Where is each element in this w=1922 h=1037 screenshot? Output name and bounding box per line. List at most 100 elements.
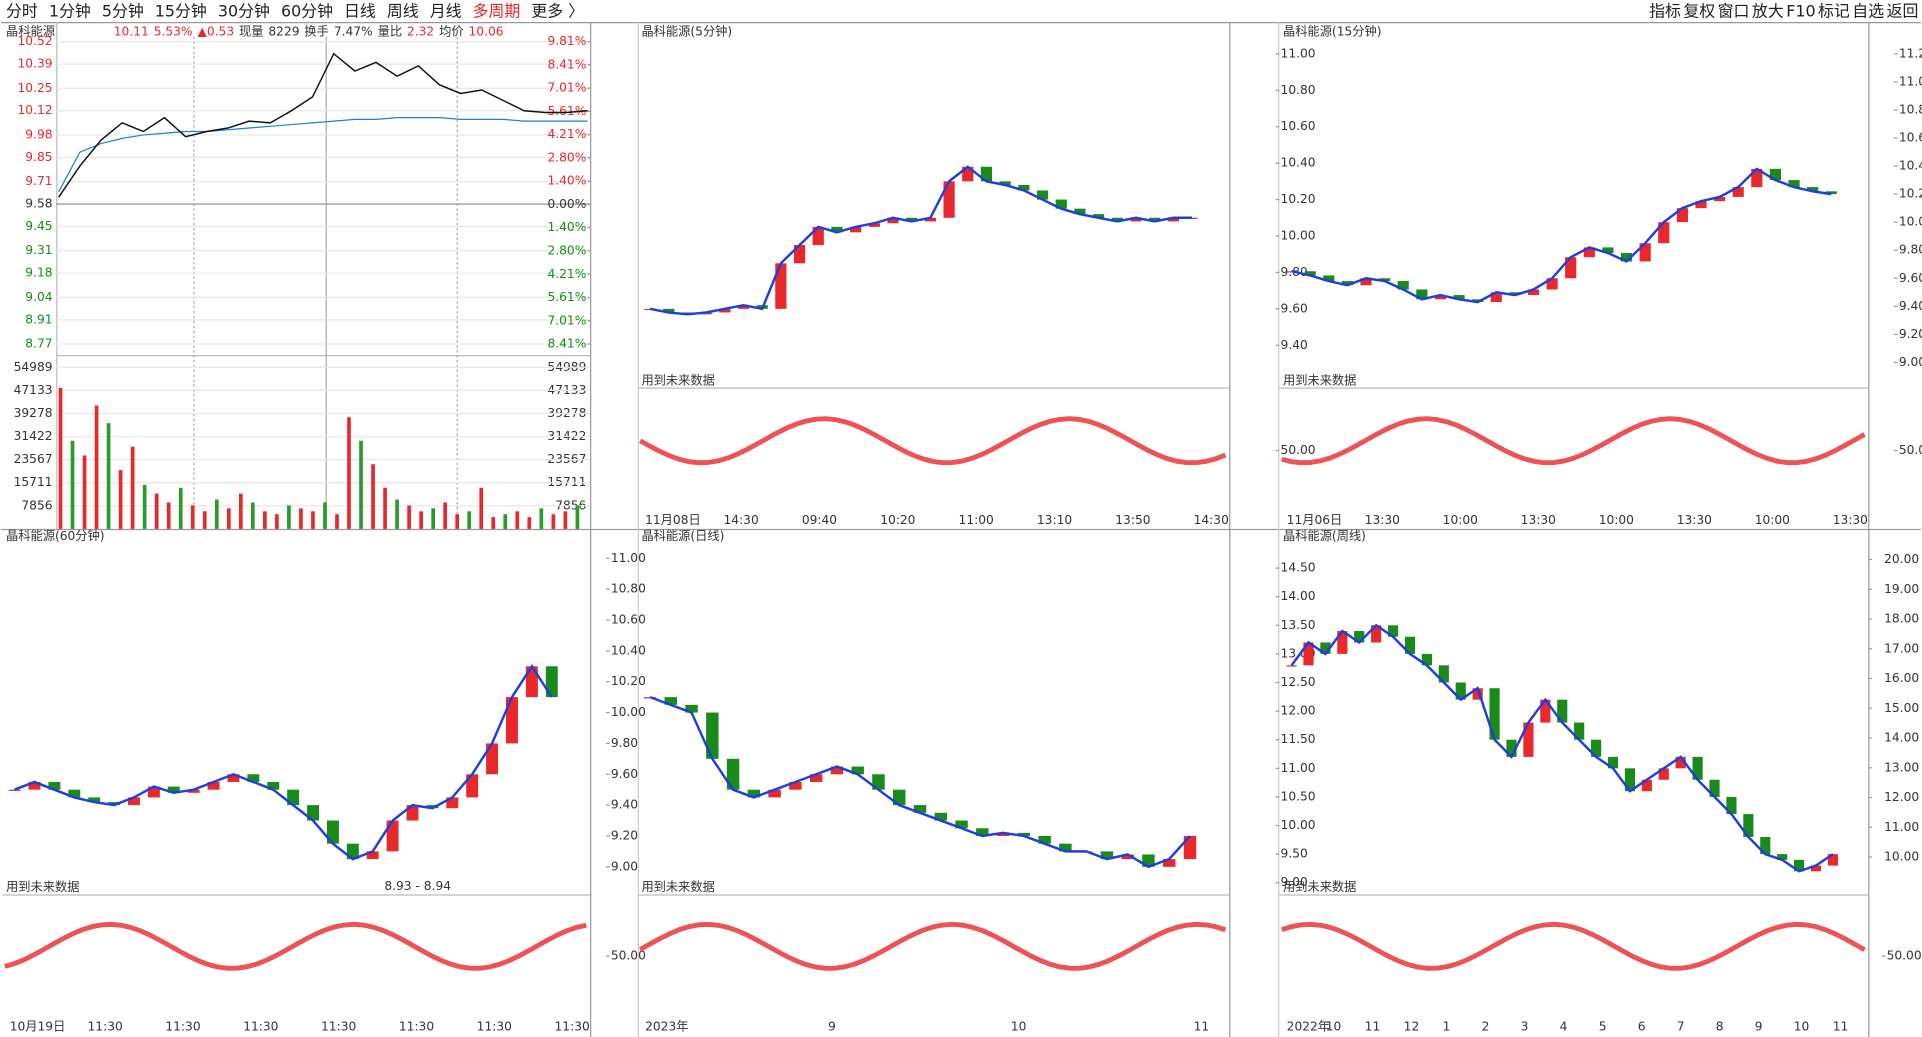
volume-bar [130, 446, 135, 529]
y-tick-label: 12.00 [1281, 704, 1316, 718]
y2-tick-label: 14.00 [1884, 731, 1919, 745]
candle [545, 666, 558, 698]
y-tick-label: 9.20 [611, 828, 638, 842]
candle [850, 226, 862, 233]
candle [167, 786, 180, 793]
candle [1591, 739, 1602, 757]
y-tick-label: 10.12 [18, 103, 53, 117]
candle [830, 766, 844, 775]
candle [887, 217, 899, 224]
volume-bar [347, 417, 351, 529]
tab[interactable]: 更多 〉 [531, 2, 584, 21]
y2-tick-label: 19.00 [1884, 582, 1919, 596]
time-label: 11月06日 [1287, 513, 1343, 527]
tool-button[interactable]: 自选 [1852, 2, 1884, 21]
future-note: 用到未来数据 [641, 879, 714, 894]
price-line [58, 52, 588, 198]
candle [1810, 865, 1822, 872]
candle [1743, 814, 1754, 837]
candle [1379, 278, 1391, 282]
time-label: 2 [1482, 1020, 1490, 1034]
tool-button[interactable]: 标记 [1818, 2, 1850, 21]
time-label: 8 [1716, 1020, 1724, 1034]
tab[interactable]: 60分钟 [281, 2, 333, 21]
tab[interactable]: 日线 [344, 2, 376, 21]
time-label: 13:10 [1037, 513, 1072, 527]
y-tick-label: 10.00 [1281, 228, 1316, 242]
volume-tick-label: 31422 [14, 429, 53, 443]
tab[interactable]: 周线 [387, 2, 419, 21]
time-label: 11 [1365, 1020, 1381, 1034]
y-tick-label: 9.40 [611, 798, 638, 812]
tool-button[interactable]: 指标 [1649, 2, 1681, 21]
candle [1472, 299, 1484, 303]
tab[interactable]: 多周期 [473, 2, 521, 21]
y-tick-label: 9.00 [1281, 875, 1308, 889]
candle [1438, 665, 1449, 683]
tab[interactable]: 1分钟 [49, 2, 91, 21]
y-tick-label: 9.80 [1899, 243, 1922, 257]
quote-field: ▲0.53 [197, 24, 234, 38]
candle [976, 828, 989, 836]
candle [868, 223, 880, 227]
candle [506, 697, 518, 744]
candle [446, 797, 459, 809]
tab[interactable]: 30分钟 [218, 2, 270, 21]
candle [68, 789, 81, 798]
panel-title: 晶科能源(15分钟) [1283, 23, 1382, 38]
pct-tick-label: 4.21% [547, 127, 586, 141]
time-label: 11:30 [321, 1020, 356, 1034]
sub-tick-label: 50.00 [1281, 443, 1316, 457]
tool-button[interactable]: 复权 [1683, 2, 1715, 21]
avg-line [58, 117, 588, 193]
y2-tick-label: 15.00 [1884, 701, 1919, 715]
candle [809, 774, 823, 782]
candle [1434, 295, 1447, 300]
y-tick-label: 9.60 [1899, 271, 1922, 285]
candle [1017, 832, 1031, 836]
volume-bar [479, 487, 484, 529]
pct-tick-label: 1.40% [547, 174, 586, 188]
tool-button[interactable]: F10 [1786, 2, 1815, 21]
candle [207, 781, 220, 790]
candle [128, 797, 140, 806]
panel-title: 晶科能源(日线) [641, 529, 724, 543]
time-label: 11:30 [88, 1020, 123, 1034]
candle [1360, 278, 1372, 286]
tool-button[interactable]: 窗口 [1718, 2, 1750, 21]
tab[interactable]: 月线 [430, 2, 462, 21]
tool-button[interactable]: 返回 [1887, 2, 1919, 21]
future-note: 用到未来数据 [1283, 879, 1356, 894]
time-label: 13:30 [1833, 513, 1868, 527]
pct-tick-label: 7.01% [547, 313, 586, 327]
time-label: 11 [1833, 1020, 1849, 1034]
tab[interactable]: 5分钟 [102, 2, 144, 21]
candle [1788, 180, 1800, 188]
candle [685, 704, 698, 713]
y-tick-label: 8.77 [25, 337, 52, 351]
y-tick-label: 10.60 [1281, 119, 1316, 133]
ma-line [649, 695, 1191, 869]
tool-button[interactable]: 放大 [1752, 2, 1784, 21]
candle [346, 843, 359, 860]
tab[interactable]: 分时 [6, 2, 38, 21]
candle [1732, 187, 1744, 197]
candle [1602, 247, 1614, 254]
candle [1341, 281, 1353, 286]
candle [406, 805, 419, 821]
quote-field: 10.11 [114, 24, 149, 38]
time-label: 12 [1404, 1020, 1420, 1034]
candle [1620, 253, 1633, 262]
sub-tick-label: 50.00 [611, 949, 646, 963]
candle [893, 789, 906, 806]
indicator-wave [1281, 921, 1866, 971]
volume-tick-label: 47133 [14, 383, 53, 397]
time-label: 1 [1443, 1020, 1451, 1034]
candle [525, 666, 538, 698]
y-tick-label: 9.40 [1281, 338, 1308, 352]
pct-tick-label: 5.61% [547, 290, 586, 304]
tab[interactable]: 15分钟 [155, 2, 207, 21]
y-tick-label: 10.80 [1281, 83, 1316, 97]
pct-tick-label: 5.61% [547, 104, 586, 118]
